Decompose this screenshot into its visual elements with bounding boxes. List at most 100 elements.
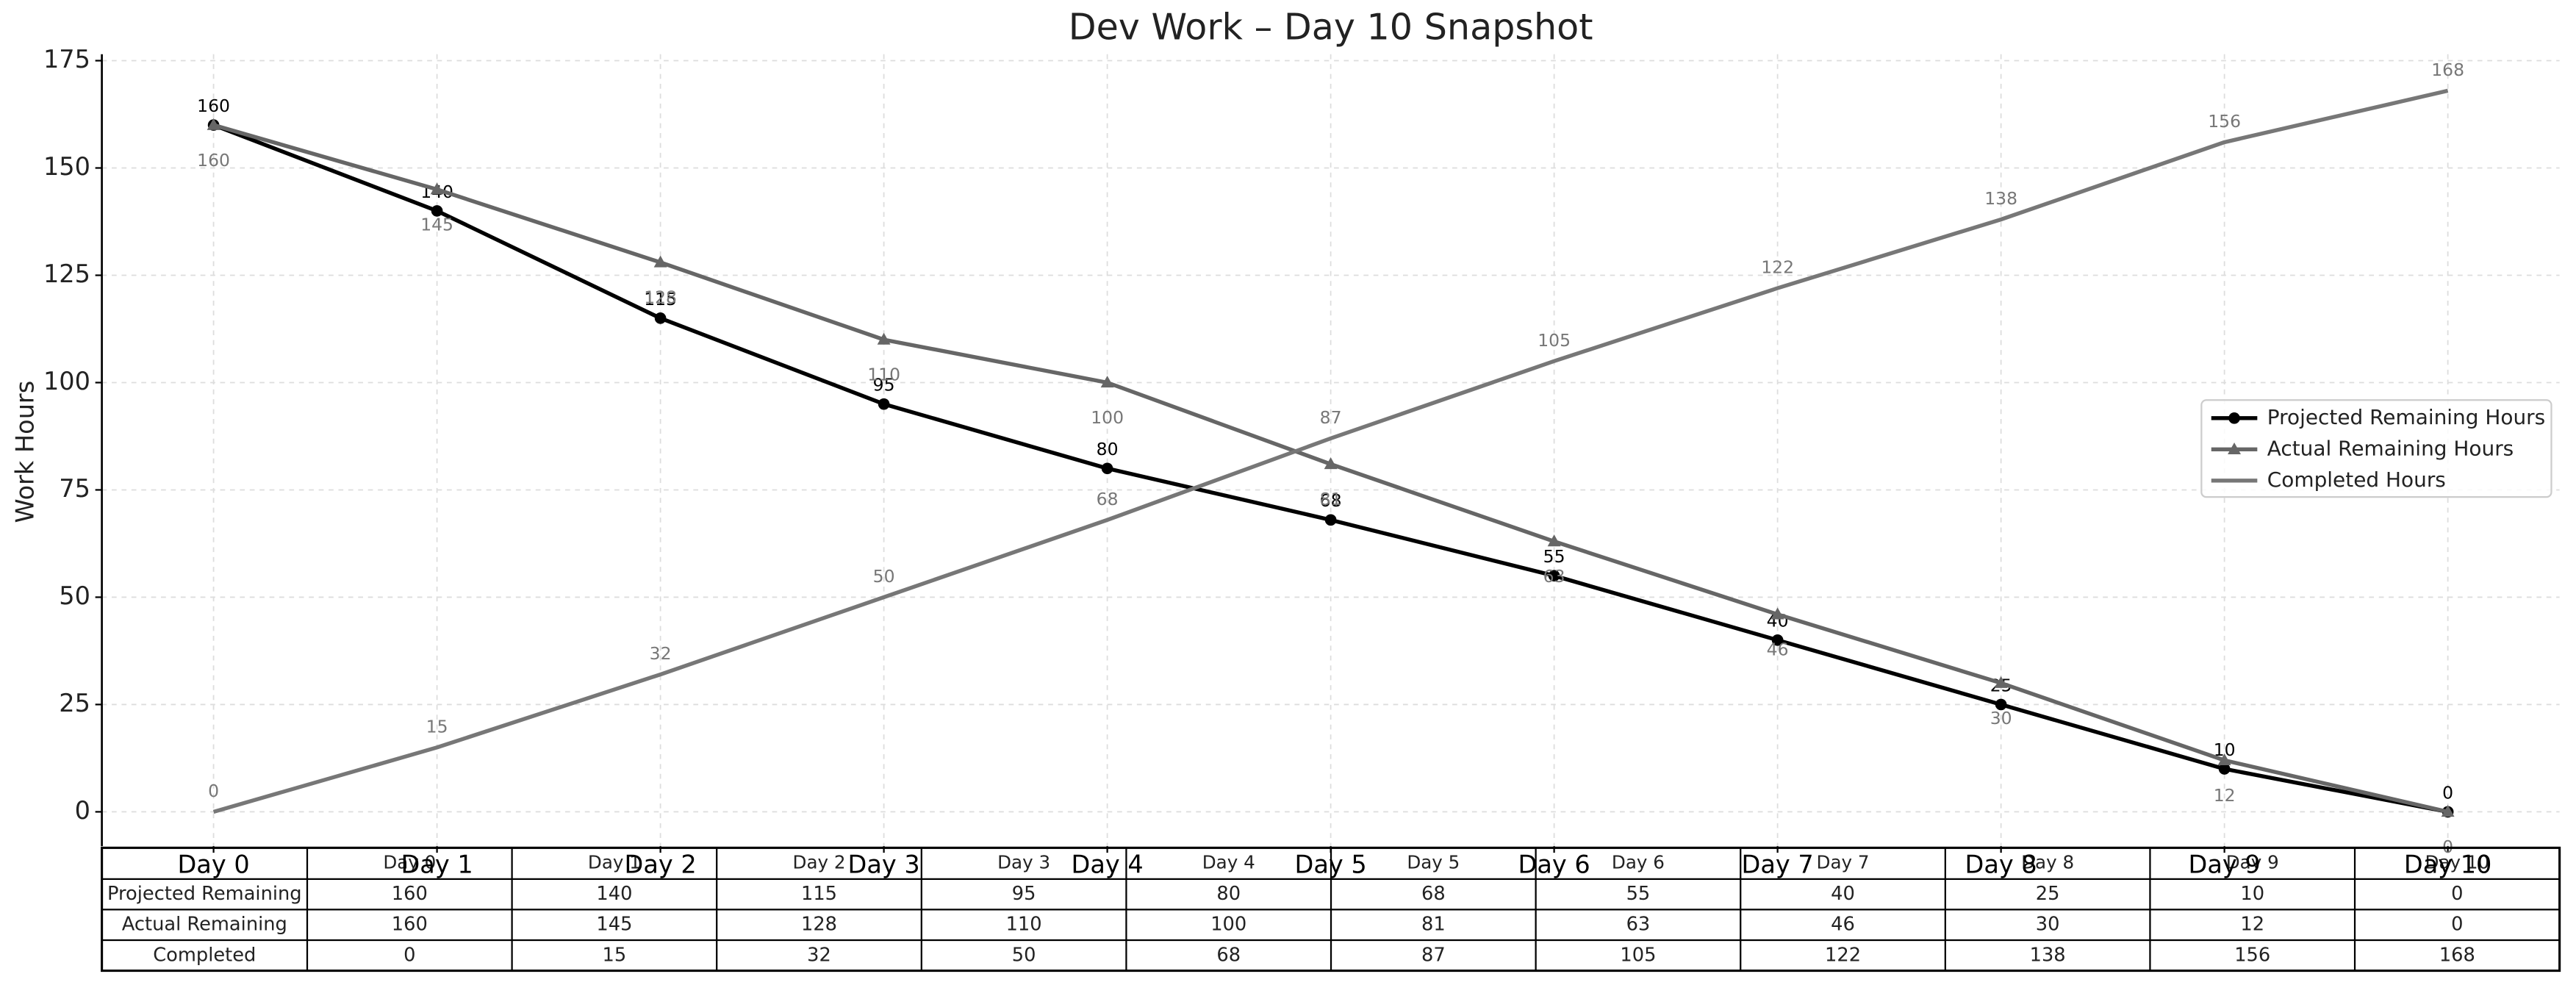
table-cell: 110 (1006, 914, 1042, 936)
table-row-label: Completed (153, 944, 256, 966)
y-tick-label: 25 (59, 689, 90, 717)
table-row-label: Actual Remaining (122, 914, 287, 936)
table-cell: 30 (2036, 914, 2060, 936)
x-tick-label: Day 4 (1072, 850, 1144, 878)
table-cell: 12 (2240, 914, 2264, 936)
table-cell: 140 (596, 883, 632, 905)
data-label: 160 (197, 150, 230, 171)
table-cell: 0 (2451, 883, 2463, 905)
table-cell: 81 (1421, 914, 1446, 936)
data-label: 110 (867, 365, 900, 385)
data-label: 128 (644, 287, 677, 308)
table-cell: 80 (1216, 883, 1241, 905)
data-label: 63 (1543, 566, 1565, 587)
data-label: 122 (1761, 257, 1794, 278)
table-header: Day 3 (997, 852, 1050, 873)
table-header: Day 9 (2226, 852, 2279, 873)
legend-marker (2228, 442, 2241, 455)
y-tick-label: 50 (59, 581, 90, 610)
point (2441, 805, 2455, 817)
x-tick-label: Day 6 (1518, 850, 1590, 878)
table-header: Day 5 (1407, 852, 1460, 873)
data-label: 12 (2214, 785, 2236, 806)
table-cell: 100 (1210, 914, 1246, 936)
data-label: 81 (1320, 489, 1342, 509)
data-label: 156 (2208, 111, 2241, 132)
x-tick-label: Day 5 (1295, 850, 1367, 878)
table-cell: 138 (2030, 944, 2066, 966)
data-label: 100 (1091, 407, 1124, 428)
point (654, 312, 667, 324)
point (430, 182, 444, 195)
y-axis-label: Work Hours (10, 381, 39, 523)
table-cell: 50 (1012, 944, 1036, 966)
table-cell: 128 (801, 914, 837, 936)
point (1324, 457, 1338, 470)
legend-box (2200, 399, 2552, 498)
legend-label: Completed Hours (2267, 468, 2446, 492)
table-header: Day 2 (793, 852, 846, 873)
data-label: 87 (1320, 407, 1342, 428)
x-tick-label: Day 9 (2189, 850, 2261, 878)
point (1101, 462, 1113, 475)
x-tick-label: Day 7 (1742, 850, 1814, 878)
table-cell: 0 (2451, 914, 2463, 936)
y-tick-label: 100 (43, 367, 90, 395)
point (1995, 698, 2007, 711)
y-tick-label: 0 (75, 796, 90, 825)
y-tick-label: 150 (43, 152, 90, 181)
data-label: 80 (1097, 439, 1119, 459)
table-row-label: Projected Remaining (107, 883, 302, 905)
point (1100, 376, 1114, 388)
point (2218, 763, 2231, 775)
data-label: 30 (1990, 708, 2012, 728)
table-cell: 95 (1012, 883, 1036, 905)
point (207, 118, 220, 130)
table-cell: 10 (2240, 883, 2264, 905)
table-cell: 25 (2036, 883, 2060, 905)
legend-label: Projected Remaining Hours (2267, 405, 2545, 429)
data-label: 46 (1767, 639, 1789, 659)
point (653, 255, 667, 268)
data-label: 68 (1097, 489, 1119, 509)
table-cell: 105 (1620, 944, 1656, 966)
chart-title: Dev Work – Day 10 Snapshot (1069, 6, 1593, 49)
table-cell: 46 (1831, 914, 1855, 936)
legend-label: Actual Remaining Hours (2267, 436, 2514, 460)
data-label: 15 (426, 716, 448, 737)
table-cell: 156 (2234, 944, 2270, 966)
point (2217, 753, 2231, 766)
point (1548, 570, 1560, 582)
x-tick-label: Day 3 (848, 850, 920, 878)
table-cell: 15 (603, 944, 627, 966)
table-cell: 115 (801, 883, 837, 905)
data-label: 168 (2431, 60, 2464, 80)
table-cell: 0 (403, 944, 415, 966)
point (1324, 514, 1337, 526)
table-cell: 68 (1421, 883, 1446, 905)
table-header: Day 0 (383, 852, 436, 873)
legend-marker (2228, 412, 2240, 424)
data-label: 105 (1538, 330, 1571, 351)
table-cell: 160 (392, 914, 428, 936)
y-tick-label: 75 (59, 474, 90, 503)
table-cell: 68 (1216, 944, 1241, 966)
point (877, 332, 891, 345)
data-label: 68 (1320, 490, 1342, 511)
data-label: 160 (197, 96, 230, 116)
table-cell: 55 (1626, 883, 1651, 905)
table-cell: 168 (2439, 944, 2475, 966)
table-header: Day 8 (2021, 852, 2074, 873)
table-cell: 32 (807, 944, 831, 966)
data-label: 55 (1543, 546, 1565, 567)
data-label: 115 (644, 289, 677, 309)
data-label: 0 (208, 781, 219, 801)
point (1770, 607, 1784, 620)
data-label: 32 (650, 643, 672, 664)
data-label: 95 (873, 375, 895, 395)
table-cell: 160 (392, 883, 428, 905)
x-tick-label: Day 1 (401, 850, 473, 878)
x-tick-label: Day 2 (625, 850, 697, 878)
